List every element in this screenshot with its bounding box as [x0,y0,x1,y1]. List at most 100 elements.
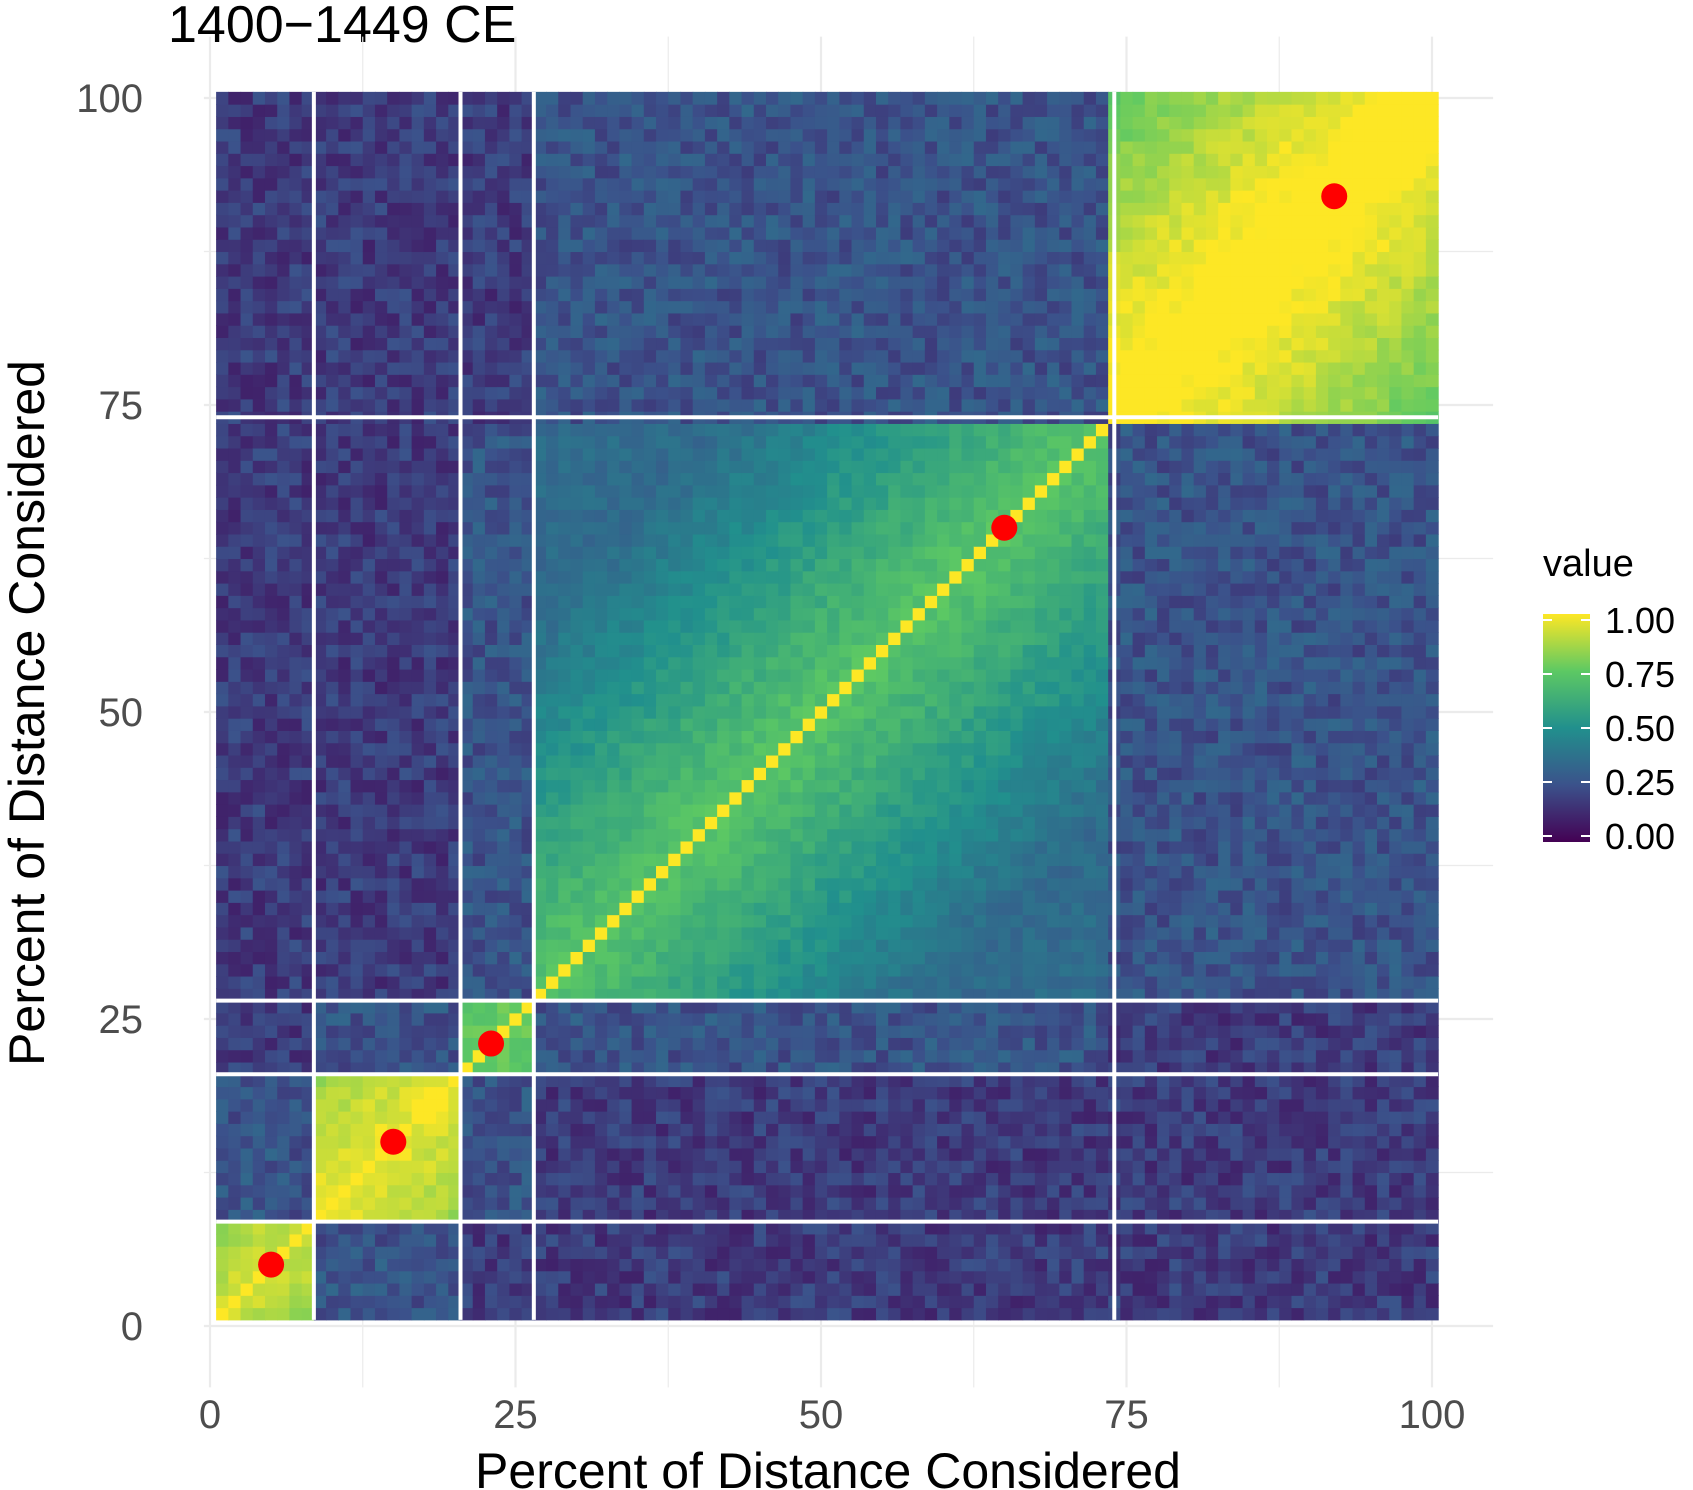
heatmap-cell [729,546,743,560]
heatmap-cell [778,128,792,142]
heatmap-cell [301,1012,315,1026]
heatmap-cell [631,386,645,400]
heatmap-cell [374,988,388,1002]
heatmap-cell [533,1295,547,1309]
heatmap-cell [350,718,364,731]
heatmap-cell [570,1061,584,1075]
heatmap-cell [338,1025,352,1038]
heatmap-cell [448,988,462,1002]
heatmap-cell [240,484,254,498]
heatmap-cell [350,214,364,228]
heatmap-cell [619,288,633,302]
heatmap-cell [729,153,743,167]
heatmap-cell [814,693,828,707]
heatmap-cell [362,288,376,302]
heatmap-cell [436,742,449,756]
heatmap-cell [619,1074,633,1088]
heatmap-cell [594,447,608,461]
heatmap-cell [228,816,242,830]
heatmap-cell [289,226,303,240]
heatmap-cell [509,398,523,412]
heatmap-cell [460,140,474,154]
heatmap-cell [533,288,547,302]
heatmap-cell [814,1111,828,1124]
heatmap-cell [546,791,559,805]
heatmap-cell [460,570,474,584]
heatmap-cell [497,1123,510,1137]
heatmap-cell [228,153,242,167]
heatmap-cell [668,632,682,645]
heatmap-cell [753,890,767,903]
heatmap-cell [240,1295,254,1309]
heatmap-cell [680,804,694,817]
heatmap-cell [570,1025,584,1038]
heatmap-cell [228,521,242,535]
heatmap-cell [570,877,584,891]
heatmap-cell [680,742,694,756]
heatmap-cell [766,926,779,940]
heatmap-cell [729,644,743,658]
heatmap-cell [497,546,510,560]
heatmap-cell [228,104,242,117]
heatmap-cell [656,472,669,486]
heatmap-cell [423,239,437,253]
heatmap-cell [436,558,449,572]
heatmap-cell [692,865,706,879]
heatmap-cell [631,890,645,903]
heatmap-cell [656,263,669,277]
heatmap-cell [607,472,620,486]
heatmap-cell [619,1147,633,1161]
heatmap-cell [313,1197,327,1210]
heatmap-cell [436,804,449,817]
heatmap-cell [338,1233,352,1247]
heatmap-cell [423,644,437,658]
heatmap-cell [521,300,535,314]
heatmap-cell [313,1049,327,1063]
heatmap-cell [497,386,510,400]
heatmap-cell [228,1111,242,1124]
heatmap-cell [448,214,462,228]
heatmap-cell [766,1037,779,1051]
heatmap-cell [399,546,413,560]
heatmap-cell [619,177,633,191]
heatmap-cell [741,1307,755,1321]
heatmap-cell [753,681,767,695]
heatmap-cell [497,669,510,682]
heatmap-cell [802,177,816,191]
heatmap-cell [582,484,596,498]
heatmap-cell [802,558,816,572]
heatmap-cell [717,190,730,203]
heatmap-cell [423,251,437,265]
heatmap-cell [790,816,804,830]
heatmap-cell [680,693,694,707]
heatmap-cell [387,509,401,523]
heatmap-cell [350,423,364,437]
heatmap-cell [570,1270,584,1284]
heatmap-cell [766,558,779,572]
heatmap-cell [374,104,388,117]
heatmap-cell [448,963,462,977]
heatmap-cell [350,1246,364,1259]
heatmap-cell [766,128,779,142]
heatmap-cell [301,276,315,289]
heatmap-cell [546,1172,559,1186]
heatmap-cell [582,669,596,682]
heatmap-cell [607,914,620,928]
heatmap-cell [533,1270,547,1284]
heatmap-cell [252,1111,266,1124]
heatmap-cell [436,681,449,695]
heatmap-cell [411,239,425,253]
heatmap-cell [656,190,669,203]
heatmap-cell [374,1283,388,1296]
heatmap-cell [558,1098,572,1112]
heatmap-cell [643,570,657,584]
heatmap-cell [460,742,474,756]
heatmap-cell [790,116,804,130]
heatmap-cell [766,91,779,105]
heatmap-cell [362,1098,376,1112]
heatmap-cell [558,828,572,842]
heatmap-cell [264,583,278,596]
heatmap-cell [264,1000,278,1014]
heatmap-cell [631,828,645,842]
heatmap-cell [228,239,242,253]
